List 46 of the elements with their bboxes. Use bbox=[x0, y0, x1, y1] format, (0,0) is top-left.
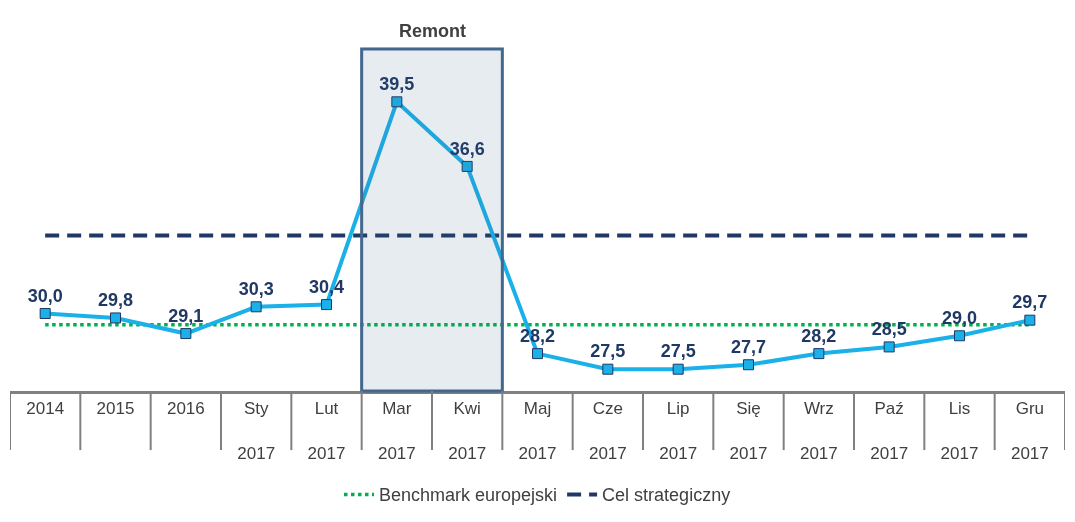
point bbox=[743, 359, 754, 371]
data-label: 28,5 bbox=[871, 319, 907, 340]
data-label: 27,5 bbox=[590, 341, 626, 362]
category-label: Maj 2017 bbox=[518, 399, 557, 463]
data-label: 30,0 bbox=[27, 285, 63, 306]
category-label: Się 2017 bbox=[729, 399, 768, 463]
data-label: 29,0 bbox=[941, 308, 978, 329]
data-label: 36,6 bbox=[449, 138, 485, 159]
category-label: Gru 2017 bbox=[1010, 399, 1049, 463]
category-label: Sty 2017 bbox=[237, 399, 276, 463]
point bbox=[250, 301, 262, 313]
point bbox=[110, 312, 121, 324]
data-label: 28,2 bbox=[801, 325, 837, 346]
legend-label: Benchmark europejski bbox=[379, 485, 558, 506]
point bbox=[532, 348, 543, 360]
legend-label: Cel strategiczny bbox=[602, 485, 731, 506]
data-label: 29,1 bbox=[168, 305, 204, 326]
x-tick-label: 2014 bbox=[26, 399, 65, 419]
category-label: Mar 2017 bbox=[377, 399, 416, 463]
data-label: 27,5 bbox=[660, 341, 696, 362]
point bbox=[391, 96, 403, 108]
category-label: Cze 2017 bbox=[588, 399, 627, 463]
x-tick-label: 2016 bbox=[166, 399, 205, 419]
point bbox=[1024, 314, 1036, 326]
category-label: Kwi 2017 bbox=[448, 399, 487, 463]
data-label: 30,3 bbox=[238, 279, 274, 300]
data-label: 27,7 bbox=[730, 336, 767, 357]
data-label: 29,8 bbox=[97, 290, 134, 311]
category-label: Paź 2017 bbox=[870, 399, 909, 463]
point bbox=[39, 307, 51, 319]
point bbox=[813, 348, 825, 360]
category-label: Lis 2017 bbox=[940, 399, 979, 463]
point bbox=[180, 328, 192, 340]
point bbox=[954, 330, 965, 342]
band-label: Remont bbox=[399, 21, 466, 41]
category-label: Wrz 2017 bbox=[799, 399, 838, 463]
data-label: 39,5 bbox=[379, 74, 415, 95]
point bbox=[461, 160, 473, 172]
x-tick-label: 2015 bbox=[96, 399, 135, 419]
point bbox=[883, 341, 895, 353]
point bbox=[321, 299, 332, 311]
category-label: Lut 2017 bbox=[307, 399, 346, 463]
data-label: 29,7 bbox=[1012, 292, 1048, 313]
point bbox=[602, 363, 614, 375]
category-label: Lip 2017 bbox=[659, 399, 698, 463]
point bbox=[672, 363, 684, 375]
